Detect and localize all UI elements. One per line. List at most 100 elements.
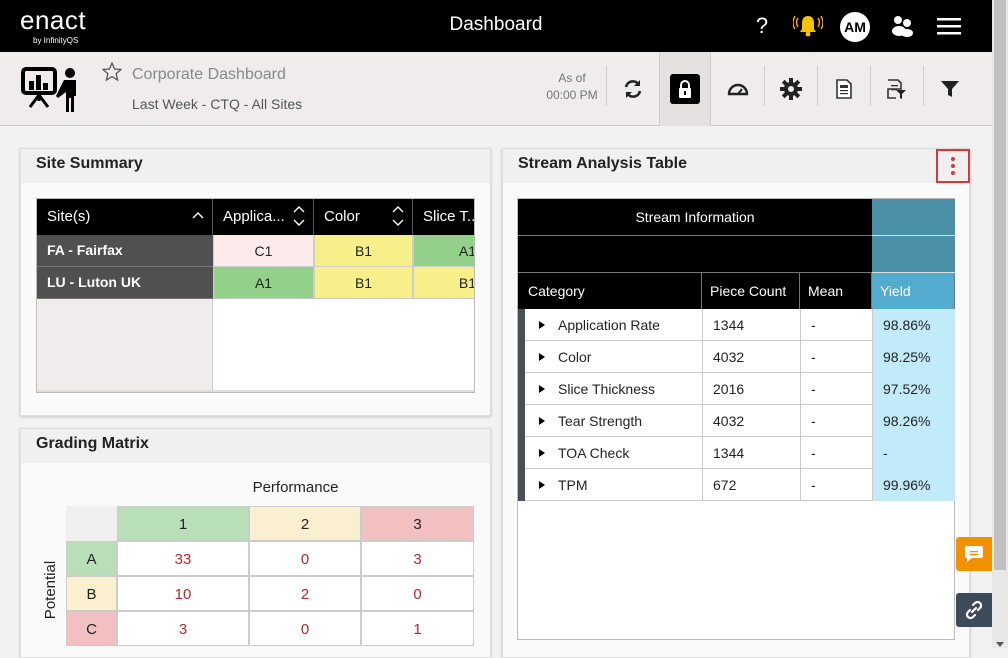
- value-cell: 98.25%: [872, 341, 955, 373]
- stream-information-header: Stream Information: [518, 199, 872, 236]
- matrix-value-cell[interactable]: 2: [249, 576, 361, 611]
- sort-icon[interactable]: [293, 205, 305, 227]
- scroll-down-arrow-icon[interactable]: [996, 634, 1004, 650]
- favorite-star-icon[interactable]: [101, 61, 123, 85]
- potential-axis-label: Potential: [42, 560, 59, 620]
- matrix-value-cell[interactable]: 1: [361, 611, 474, 646]
- column-header-0[interactable]: Site(s): [37, 199, 213, 235]
- link-button[interactable]: [956, 593, 992, 627]
- value-cell: -: [800, 373, 872, 405]
- horizontal-scrollbar[interactable]: [37, 390, 474, 392]
- grade-cell[interactable]: A1: [213, 267, 314, 299]
- dashboard-presentation-icon: [20, 64, 82, 117]
- report-filter-button[interactable]: [871, 52, 923, 126]
- expand-arrow-icon[interactable]: [539, 353, 545, 361]
- column-header-yield[interactable]: Yield: [872, 273, 955, 309]
- category-cell: Tear Strength: [558, 413, 643, 429]
- stream-table-container: Stream Information Category Piece Count Mea…: [517, 198, 955, 640]
- value-cell: -: [800, 437, 872, 469]
- performance-header: 1: [117, 506, 249, 541]
- column-header-mean[interactable]: Mean: [800, 273, 872, 309]
- matrix-value-cell[interactable]: 0: [249, 541, 361, 576]
- report-button[interactable]: [818, 52, 870, 126]
- column-header-2[interactable]: Color: [314, 199, 413, 235]
- document-filter-icon: [887, 79, 906, 99]
- grade-cell[interactable]: B1: [413, 267, 474, 299]
- value-cell: 98.26%: [872, 405, 955, 437]
- grade-cell[interactable]: B1: [314, 267, 413, 299]
- value-cell: -: [872, 437, 955, 469]
- potential-header: B: [66, 576, 117, 611]
- matrix-value-cell[interactable]: 33: [117, 541, 249, 576]
- avatar[interactable]: AM: [840, 12, 870, 42]
- matrix-value-cell[interactable]: 10: [117, 576, 249, 611]
- value-cell: 672: [702, 469, 800, 501]
- column-header-piece-count[interactable]: Piece Count: [702, 273, 800, 309]
- category-cell: TPM: [558, 477, 588, 493]
- as-of-timestamp: As of 00:00 PM: [540, 70, 604, 104]
- expand-arrow-icon[interactable]: [539, 385, 545, 393]
- value-cell: 98.86%: [872, 309, 955, 341]
- feedback-chat-button[interactable]: [956, 537, 992, 571]
- table-row[interactable]: Color 4032-98.25%: [518, 341, 955, 373]
- yield-group-header: [872, 199, 955, 273]
- matrix-value-cell[interactable]: 3: [361, 541, 474, 576]
- site-name-cell[interactable]: FA - Fairfax: [37, 235, 213, 267]
- site-name-cell[interactable]: LU - Luton UK: [37, 267, 213, 299]
- document-icon: [836, 79, 852, 99]
- expand-arrow-icon[interactable]: [539, 321, 545, 329]
- grade-cell[interactable]: B1: [314, 235, 413, 267]
- category-cell: Slice Thickness: [558, 381, 656, 397]
- column-header-1[interactable]: Applica...: [213, 199, 314, 235]
- lock-icon: [670, 74, 700, 104]
- value-cell: -: [800, 469, 872, 501]
- table-row[interactable]: TOA Check 1344- -: [518, 437, 955, 469]
- value-cell: 1344: [702, 309, 800, 341]
- potential-header: A: [66, 541, 117, 576]
- performance-axis-label: Performance: [252, 479, 339, 496]
- column-header-category[interactable]: Category: [518, 273, 702, 309]
- lock-button[interactable]: [659, 52, 711, 126]
- matrix-value-cell[interactable]: 3: [117, 611, 249, 646]
- filter-button[interactable]: [924, 52, 976, 126]
- menu-icon[interactable]: [936, 12, 962, 40]
- help-icon[interactable]: ?: [755, 13, 769, 38]
- column-label: Site(s): [47, 208, 91, 225]
- site-summary-title: Site Summary: [21, 149, 490, 183]
- page-title: Dashboard: [449, 14, 543, 35]
- expand-arrow-icon[interactable]: [539, 449, 545, 457]
- scrollbar-thumb[interactable]: [994, 0, 1006, 570]
- sort-icon[interactable]: [392, 205, 404, 227]
- table-row[interactable]: Slice Thickness 2016-97.52%: [518, 373, 955, 405]
- as-of-time: 00:00 PM: [546, 88, 598, 102]
- category-cell: Application Rate: [558, 317, 660, 333]
- sort-up-icon[interactable]: [192, 211, 204, 219]
- chat-icon: [965, 546, 983, 562]
- category-cell: Color: [558, 349, 592, 365]
- table-row[interactable]: Application Rate 1344-98.86%: [518, 309, 955, 341]
- performance-header: 2: [249, 506, 361, 541]
- link-icon: [965, 600, 983, 620]
- settings-button[interactable]: [765, 52, 817, 126]
- column-header-3[interactable]: Slice T...: [413, 199, 474, 235]
- grade-cell[interactable]: A1: [413, 235, 474, 267]
- matrix-value-cell[interactable]: 0: [361, 576, 474, 611]
- matrix-value-cell[interactable]: 0: [249, 611, 361, 646]
- bell-icon[interactable]: [792, 12, 824, 40]
- value-cell: 4032: [702, 341, 800, 373]
- table-row[interactable]: Tear Strength 4032-98.26%: [518, 405, 955, 437]
- more-options-button[interactable]: [936, 149, 970, 183]
- users-icon[interactable]: [888, 12, 916, 40]
- expand-arrow-icon[interactable]: [539, 481, 545, 489]
- logo: enact: [20, 5, 87, 35]
- column-label: Applica...: [223, 208, 285, 225]
- corner-cell: [66, 506, 117, 541]
- value-cell: -: [800, 341, 872, 373]
- table-row[interactable]: TPM 672-99.96%: [518, 469, 955, 501]
- grade-cell[interactable]: C1: [213, 235, 314, 267]
- site-summary-grid: Site(s) Applica... Color Slice T... FA - Fai…: [36, 198, 475, 393]
- expand-arrow-icon[interactable]: [539, 417, 545, 425]
- performance-header: 3: [361, 506, 474, 541]
- refresh-button[interactable]: [607, 52, 659, 126]
- gauge-button[interactable]: [712, 52, 764, 126]
